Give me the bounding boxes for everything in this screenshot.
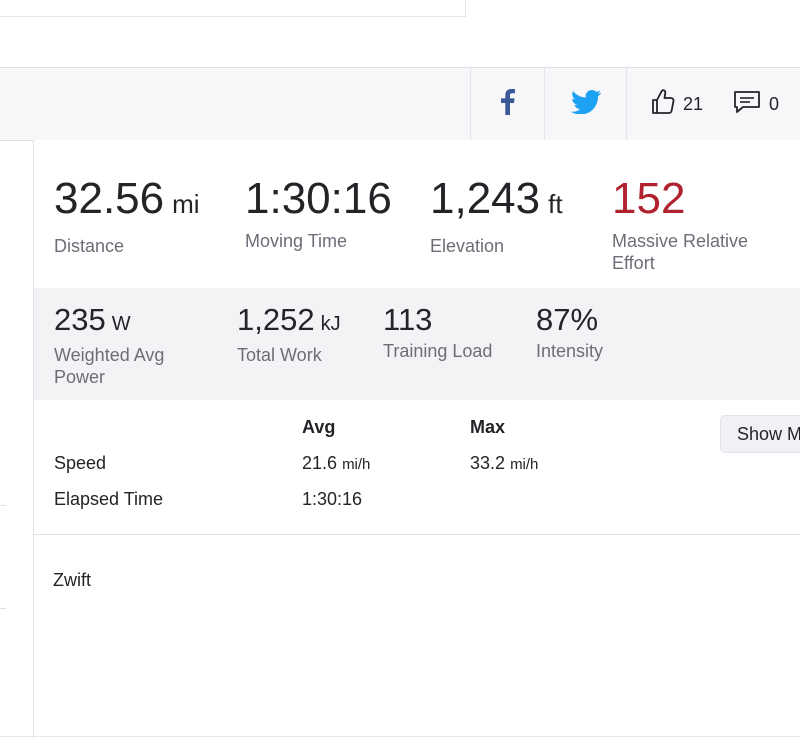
kudos-comments-cell: 21 0 xyxy=(626,68,800,140)
thumbs-up-icon xyxy=(651,89,675,119)
stat-distance: 32.56 mi Distance xyxy=(54,174,214,257)
facebook-share-button[interactable] xyxy=(470,68,545,140)
stat-unit: kJ xyxy=(320,313,341,335)
row-label-speed: Speed xyxy=(54,453,107,473)
column-header-avg: Avg xyxy=(302,417,336,437)
comments-count: 0 xyxy=(769,93,780,114)
stat-weighted-power: 235 W Weighted Avg Power xyxy=(54,302,204,388)
kudos-count: 21 xyxy=(683,93,704,114)
speed-avg: 21.6 mi/h xyxy=(302,453,370,474)
stat-label: Massive Relative Effort xyxy=(612,231,749,273)
stat-label: Distance xyxy=(54,236,125,256)
stat-label: Total Work xyxy=(237,345,322,365)
stat-label: Intensity xyxy=(536,341,604,361)
twitter-share-button[interactable] xyxy=(544,68,627,140)
row-label-elapsed-time: Elapsed Time xyxy=(54,489,164,509)
stat-unit: ft xyxy=(548,189,563,219)
stat-value: 235 xyxy=(54,302,106,337)
stat-value: 1,252 xyxy=(237,302,315,337)
left-panel-tick xyxy=(0,505,6,506)
speed-avg-unit: mi/h xyxy=(342,456,371,473)
left-panel-border xyxy=(33,140,34,739)
speed-avg-value: 21.6 xyxy=(302,453,338,473)
column-header-max: Max xyxy=(470,417,506,437)
stat-intensity[interactable]: 87% Intensity xyxy=(536,302,686,362)
stat-label: Elevation xyxy=(430,236,505,256)
bottom-divider xyxy=(0,736,800,737)
stat-unit: mi xyxy=(172,189,200,219)
comments-button[interactable]: 0 xyxy=(733,90,779,118)
stat-value: 152 xyxy=(612,174,686,223)
facebook-icon xyxy=(501,89,515,119)
stat-elevation: 1,243 ft Elevation xyxy=(430,174,590,257)
kudos-button[interactable]: 21 xyxy=(651,89,703,119)
top-card-edge xyxy=(0,0,466,17)
stat-label: Moving Time xyxy=(245,231,348,251)
twitter-icon xyxy=(571,90,601,118)
social-action-bar: 21 0 xyxy=(0,67,800,141)
stat-total-work: 1,252 kJ Total Work xyxy=(237,302,387,366)
stat-training-load[interactable]: 113 Training Load xyxy=(383,302,533,362)
stat-value: 87% xyxy=(536,302,599,337)
speed-max: 33.2 mi/h xyxy=(470,453,538,474)
more-stats-table: Avg Max Speed 21.6 mi/h 33.2 mi/h Elapse… xyxy=(34,400,800,534)
stat-value: 1:30:16 xyxy=(245,174,392,223)
stat-moving-time: 1:30:16 Moving Time xyxy=(245,174,405,252)
primary-stats: 32.56 mi Distance 1:30:16 Moving Time 1,2… xyxy=(34,140,800,288)
stat-value: 113 xyxy=(383,302,433,337)
show-more-button[interactable]: Show More xyxy=(720,415,800,453)
speed-max-value: 33.2 xyxy=(470,453,506,473)
secondary-stats: 235 W Weighted Avg Power 1,252 kJ Total Wo… xyxy=(34,288,800,400)
stat-relative-effort[interactable]: 152 Massive Relative Effort xyxy=(612,174,782,274)
elapsed-time-value: 1:30:16 xyxy=(302,489,363,509)
speed-max-unit: mi/h xyxy=(510,456,539,473)
stat-value: 32.56 xyxy=(54,174,165,223)
device-name: Zwift xyxy=(53,570,91,590)
stat-label: Training Load xyxy=(383,341,493,361)
stat-label: Weighted Avg Power xyxy=(54,345,165,387)
comment-icon xyxy=(733,90,761,118)
stat-unit: W xyxy=(111,313,131,335)
section-divider xyxy=(34,534,800,535)
left-panel-tick xyxy=(0,608,6,609)
stat-value: 1,243 xyxy=(430,174,541,223)
